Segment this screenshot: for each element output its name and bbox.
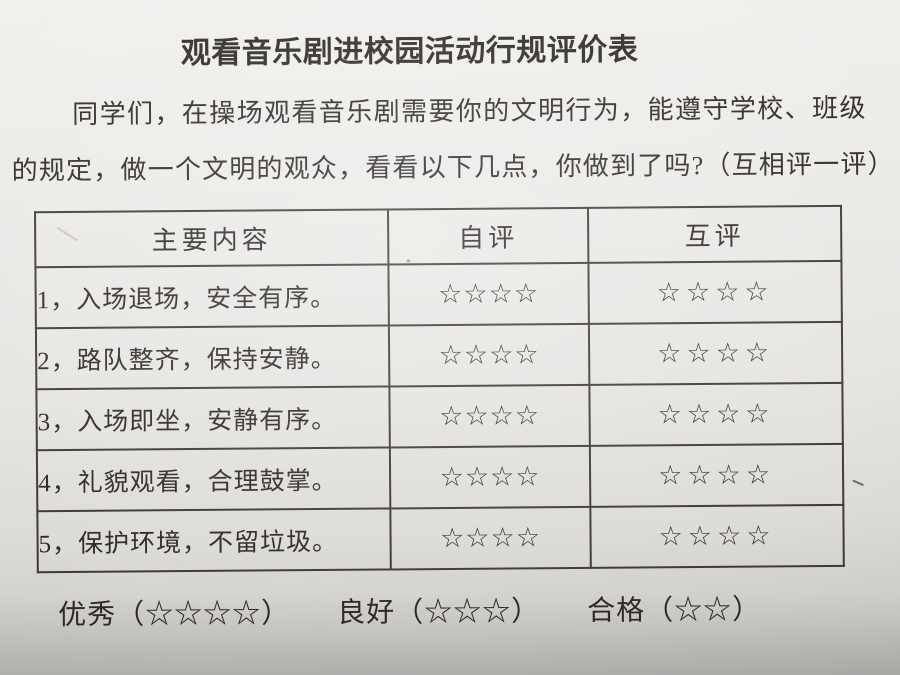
rating-legend: 优秀（☆☆☆☆） 良好（☆☆☆） 合格（☆☆）: [58, 588, 761, 634]
star-rating: ☆☆☆☆: [657, 398, 775, 430]
header-self-evaluation: 自评: [387, 207, 589, 265]
star-rating: ☆☆☆☆: [440, 522, 542, 554]
star-rating: ☆☆☆☆: [439, 461, 541, 493]
intro-paragraph-line-1: 同学们，在操场观看音乐剧需要你的文明行为，能遵守学校、班级: [72, 93, 867, 129]
header-peer-evaluation: 互评: [587, 205, 842, 263]
star-rating: ☆☆☆☆: [438, 339, 540, 371]
row-content: 1，入场退场，安全有序。: [35, 264, 389, 329]
table-row: 2，路队整齐，保持安静。 ☆☆☆☆ ☆☆☆☆: [35, 321, 843, 390]
table-row: 4，礼貌观看，合理鼓掌。 ☆☆☆☆ ☆☆☆☆: [36, 443, 844, 512]
peer-rating-cell: ☆☆☆☆: [589, 382, 843, 446]
table-row: 3，入场即坐，安静有序。 ☆☆☆☆ ☆☆☆☆: [36, 382, 843, 451]
star-rating: ☆☆☆☆: [439, 400, 541, 432]
row-content: 4，礼貌观看，合理鼓掌。: [36, 447, 391, 512]
table-row: 5，保护环境，不留垃圾。 ☆☆☆☆ ☆☆☆☆: [37, 504, 844, 573]
legend-pass: 合格（☆☆）: [587, 594, 762, 627]
ink-speck: [406, 259, 411, 263]
legend-good: 良好（☆☆☆）: [337, 596, 541, 629]
star-rating: ☆☆☆☆: [658, 459, 776, 491]
row-content: 2，路队整齐，保持安静。: [35, 325, 390, 390]
peer-rating-cell: ☆☆☆☆: [590, 504, 844, 568]
star-rating: ☆☆☆☆: [658, 520, 776, 552]
page-title: 观看音乐剧进校园活动行规评价表: [180, 33, 639, 71]
rating-table: 主要内容 自评 互评 1，入场退场，安全有序。 ☆☆☆☆ ☆☆☆☆ 2，路队整齐…: [34, 205, 845, 573]
self-rating-cell: ☆☆☆☆: [388, 262, 589, 326]
star-rating: ☆☆☆☆: [657, 337, 775, 369]
peer-rating-cell: ☆☆☆☆: [589, 443, 844, 507]
self-rating-cell: ☆☆☆☆: [388, 323, 590, 387]
row-content: 5，保护环境，不留垃圾。: [37, 508, 391, 573]
row-content: 3，入场即坐，安静有序。: [36, 386, 390, 451]
self-rating-cell: ☆☆☆☆: [389, 384, 590, 448]
star-rating: ☆☆☆☆: [656, 276, 774, 308]
table-row: 1，入场退场，安全有序。 ☆☆☆☆ ☆☆☆☆: [35, 260, 842, 329]
table-header-row: 主要内容 自评 互评: [35, 205, 842, 268]
header-main-content: 主要内容: [35, 209, 389, 268]
legend-excellent: 优秀（☆☆☆☆）: [58, 598, 291, 632]
ink-mark: [852, 479, 865, 487]
peer-rating-cell: ☆☆☆☆: [588, 321, 843, 385]
star-rating: ☆☆☆☆: [438, 278, 540, 310]
peer-rating-cell: ☆☆☆☆: [588, 260, 842, 324]
self-rating-cell: ☆☆☆☆: [389, 445, 591, 509]
intro-paragraph-line-2: 的规定，做一个文明的观众，看看以下几点，你做到了吗?（互相评一评）: [11, 149, 895, 186]
self-rating-cell: ☆☆☆☆: [390, 506, 591, 570]
